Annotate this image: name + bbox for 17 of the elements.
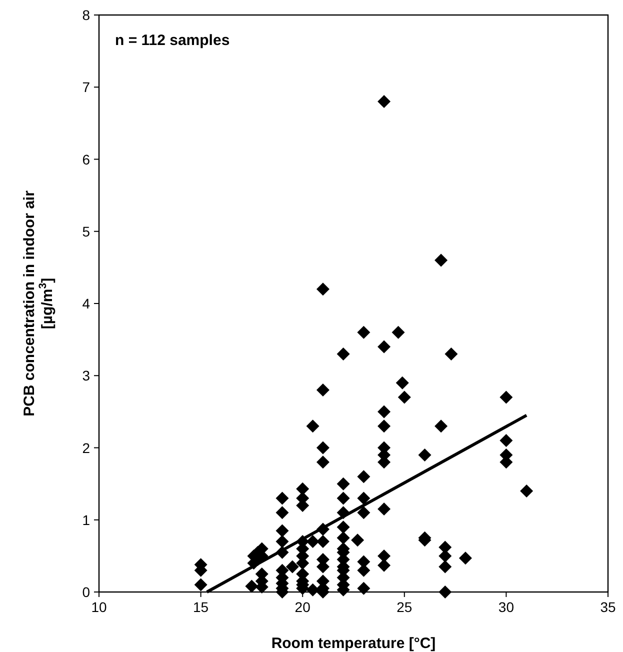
y-tick-label: 3 [82, 368, 90, 384]
x-axis-title: Room temperature [°C] [271, 635, 436, 652]
y-tick-label: 7 [82, 79, 90, 96]
x-tick-label: 25 [396, 599, 412, 615]
y-tick-label: 8 [82, 7, 90, 23]
x-tick-label: 20 [294, 599, 311, 615]
y-tick-label: 1 [82, 512, 90, 528]
y-tick-label: 6 [82, 151, 90, 168]
x-tick-label: 15 [193, 599, 209, 615]
x-tick-label: 30 [498, 599, 514, 615]
annotation: n = 112 samples [115, 32, 230, 49]
x-tick-label: 10 [91, 599, 107, 615]
y-tick-label: 4 [82, 296, 90, 312]
y-tick-label: 0 [82, 584, 90, 600]
y-tick-label: 5 [82, 223, 90, 240]
y-tick-label: 2 [82, 440, 90, 456]
x-tick-label: 35 [600, 599, 616, 615]
